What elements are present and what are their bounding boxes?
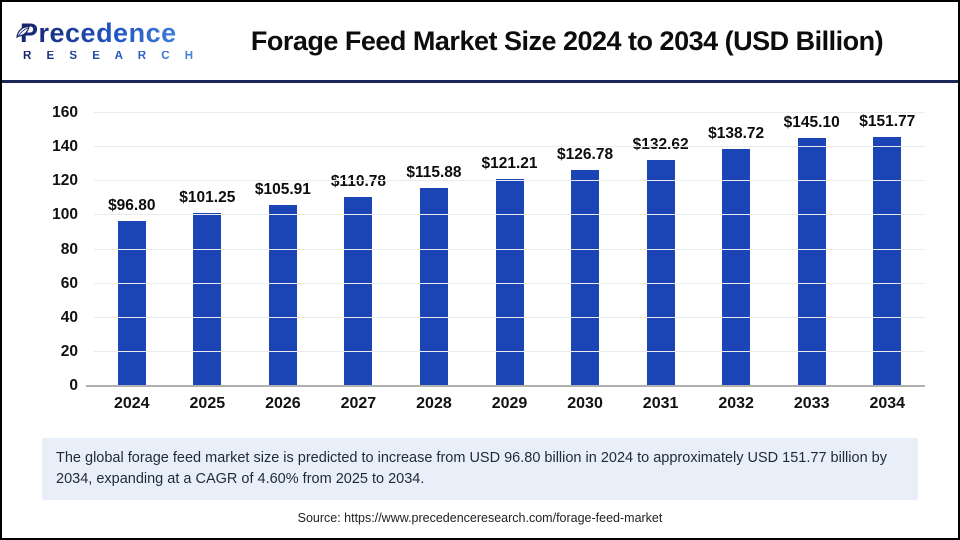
x-tick-label-2034: 2034 [869, 395, 906, 412]
bar-2030 [571, 169, 600, 386]
bar-column-2025: $101.25 [170, 113, 246, 386]
precedence-research-logo: Precedence R E S E A R C H [2, 19, 202, 63]
y-tick-label: 80 [60, 240, 78, 258]
bar-column-2033: $145.10 [774, 113, 850, 386]
bar-column-2027: $110.78 [321, 113, 397, 386]
bar-chart: 0 20 40 60 80 100 120 140 160 $96.80 $101.25 $105.… [32, 104, 925, 413]
gridline [94, 146, 925, 148]
bar-2033 [797, 138, 826, 386]
bar-2027 [344, 196, 373, 386]
y-tick-label: 0 [69, 377, 78, 394]
bar-2032 [722, 149, 751, 386]
bar-value-label: $105.91 [254, 181, 311, 199]
header: Precedence R E S E A R C H Forage Feed M… [2, 2, 958, 83]
logo-subtitle: R E S E A R C H [20, 50, 202, 63]
bar-column-2031: $132.62 [623, 113, 699, 386]
y-tick-label: 60 [60, 274, 78, 292]
y-tick-label: 40 [60, 308, 78, 326]
source-text: Source: https://www.precedenceresearch.c… [297, 511, 663, 526]
bar-2028 [419, 188, 448, 386]
x-tick-label-2028: 2028 [416, 395, 452, 412]
gridline [94, 350, 925, 352]
bar-column-2029: $121.21 [472, 113, 548, 386]
bar-column-2030: $126.78 [547, 113, 623, 386]
bar-value-label: $96.80 [108, 196, 156, 214]
bars-container: $96.80 $101.25 $105.91 $110.78 $115.88 $121.2… [94, 113, 925, 386]
bar-value-label: $126.78 [557, 145, 614, 163]
bar-2026 [268, 205, 297, 386]
bar-column-2028: $115.88 [396, 113, 472, 386]
plot-area: $96.80 $101.25 $105.91 $110.78 $115.88 $121.2… [86, 112, 925, 387]
bar-value-label: $115.88 [406, 164, 462, 182]
x-tick-label-2031: 2031 [642, 395, 679, 412]
gridline [94, 316, 925, 318]
summary-text: The global forage feed market size is pr… [56, 450, 887, 488]
bar-column-2032: $138.72 [698, 113, 774, 386]
x-tick-label-2027: 2027 [340, 395, 377, 412]
page-title: Forage Feed Market Size 2024 to 2034 (US… [250, 25, 884, 56]
gridline [94, 282, 925, 284]
bar-2025 [193, 213, 222, 386]
bar-value-label: $145.10 [783, 114, 840, 132]
bar-value-label: $121.21 [481, 155, 538, 173]
x-tick-label-2033: 2033 [793, 395, 830, 412]
bar-value-label: $132.62 [632, 135, 689, 153]
y-tick-label: 20 [60, 342, 78, 360]
gridline [94, 112, 925, 113]
bar-value-label: $101.25 [179, 189, 236, 207]
x-tick-label-2030: 2030 [567, 395, 603, 412]
gridline [94, 180, 925, 182]
bar-column-2026: $105.91 [245, 113, 321, 386]
y-tick-label: 120 [52, 172, 78, 190]
x-tick-label-2032: 2032 [718, 395, 754, 412]
y-axis: 0 20 40 60 80 100 120 140 160 [32, 104, 94, 394]
x-axis-labels: 2024 2025 2026 2027 2028 2029 2030 2031 2032 2033… [94, 386, 925, 413]
bar-2034 [873, 137, 902, 386]
bar-value-label: $110.78 [330, 172, 386, 190]
x-tick-label-2025: 2025 [189, 395, 226, 412]
x-tick-label-2026: 2026 [265, 395, 301, 412]
x-tick-label-2024: 2024 [113, 395, 150, 412]
bar-column-2034: $151.77 [849, 113, 925, 386]
gridline [94, 214, 925, 216]
bar-2024 [117, 220, 146, 386]
bar-value-label: $138.72 [708, 125, 765, 143]
x-tick-label-2029: 2029 [491, 395, 528, 412]
gridline [94, 248, 925, 250]
bar-value-label: $151.77 [859, 113, 916, 130]
y-tick-label: 140 [52, 138, 78, 156]
bar-column-2024: $96.80 [94, 113, 170, 386]
bar-2031 [646, 159, 675, 386]
y-tick-label: 160 [52, 104, 78, 121]
y-tick-label: 100 [52, 206, 78, 224]
logo-wordmark: Precedence [20, 19, 202, 47]
leaf-icon [16, 25, 30, 38]
summary-box: The global forage feed market size is pr… [42, 438, 918, 501]
x-axis-line [86, 385, 925, 387]
